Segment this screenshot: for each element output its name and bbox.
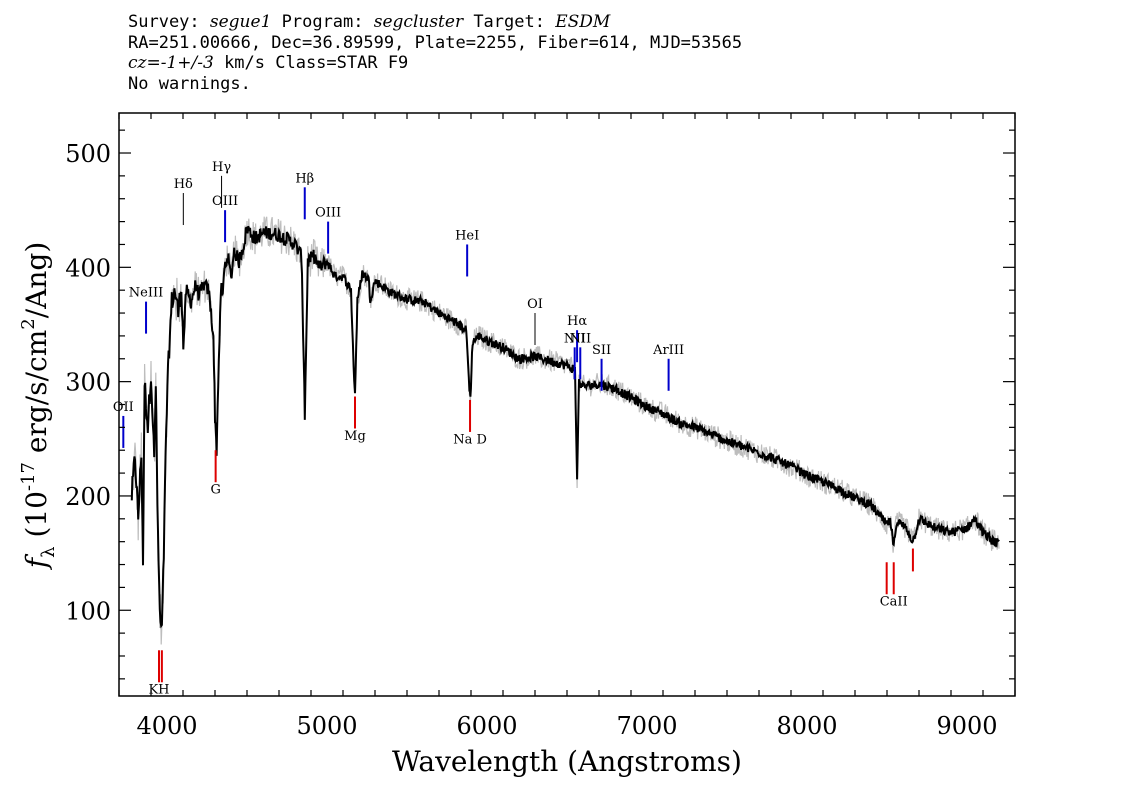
marker-label: Hδ <box>174 177 193 192</box>
target-label: Target: <box>463 12 556 32</box>
redshift-value: cz=-1+/-3 <box>128 53 214 73</box>
marker-label: OIII <box>212 194 238 209</box>
x-tick-label: 7000 <box>616 712 677 740</box>
line-marker: Hδ <box>174 177 193 226</box>
line-marker: OIII <box>315 206 341 254</box>
marker-label: Hβ <box>295 171 314 186</box>
axes-layer: 4000 5000 6000 7000 8000 9000 100 200 300 400 500 <box>65 113 1016 740</box>
marker-label: OIII <box>315 206 341 221</box>
class-value: km/s Class=STAR F9 <box>213 53 409 73</box>
line-marker: Mg <box>344 396 366 444</box>
header-line-4: No warnings. <box>128 73 251 94</box>
marker-label: G <box>210 483 220 498</box>
marker-label: OI <box>527 297 543 312</box>
marker-label: HeI <box>455 228 479 243</box>
marker-label: NII <box>569 331 591 346</box>
header-line-1: Survey: segue1 Program: segcluster Targe… <box>128 12 742 33</box>
header-line-3: cz=-1+/-3 km/s Class=STAR F9 <box>128 53 742 74</box>
line-marker: CaII <box>880 548 914 610</box>
y-tick-label: 400 <box>65 254 111 282</box>
y-tick-label: 200 <box>65 483 111 511</box>
x-tick-label: 8000 <box>776 712 837 740</box>
line-marker: NII <box>564 331 586 380</box>
survey-value: segue1 <box>209 12 272 32</box>
x-tick-label: 6000 <box>456 712 517 740</box>
y-tick-label: 100 <box>65 597 111 625</box>
x-tick-label: 5000 <box>296 712 357 740</box>
marker-label: Hγ <box>212 160 231 175</box>
line-marker: SII <box>592 343 611 391</box>
marker-label: NeIII <box>129 286 163 301</box>
line-marker: HeI <box>455 228 479 277</box>
marker-label: ArIII <box>652 343 684 358</box>
marker-label: SII <box>592 343 611 358</box>
y-tick-label: 300 <box>65 369 111 397</box>
header-line-2: RA=251.00666, Dec=36.89599, Plate=2255, … <box>128 32 743 53</box>
line-marker: NeIII <box>129 286 163 334</box>
line-marker: OI <box>527 297 543 346</box>
marker-label: OII <box>113 400 134 415</box>
error-trace <box>131 216 1000 645</box>
line-marker: ArIII <box>652 343 684 391</box>
marker-label: KH <box>148 683 169 698</box>
line-marker: Na D <box>453 399 487 447</box>
y-tick-label: 500 <box>65 140 111 168</box>
spectrum-header: Survey: segue1 Program: segcluster Targe… <box>128 12 742 94</box>
survey-label: Survey: <box>128 12 210 32</box>
target-value: ESDM <box>555 12 611 32</box>
marker-label: NII <box>564 331 586 346</box>
marker-label: Mg <box>344 429 366 444</box>
line-marker: Hγ <box>212 160 231 208</box>
y-axis-title: fλ (10-17 erg/s/cm2/Ang) <box>18 242 59 571</box>
line-marker: KH <box>148 650 170 698</box>
line-marker: NII <box>569 331 591 380</box>
flux-trace <box>130 225 1000 629</box>
line-marker: OII <box>113 400 134 448</box>
marker-label: Hα <box>567 314 587 329</box>
x-tick-label: 4000 <box>136 712 197 740</box>
plot-layer: KH G Mg Na D CaII OII NeIII Hδ Hγ OIII Hβ OIII HeI OI… <box>113 160 1000 698</box>
x-tick-label: 9000 <box>936 712 997 740</box>
program-value: segcluster <box>373 12 464 32</box>
line-marker: OIII <box>212 194 238 243</box>
marker-label: Na D <box>453 432 487 447</box>
line-marker: G <box>210 450 221 498</box>
program-label: Program: <box>271 12 374 32</box>
line-marker: Hβ <box>295 171 314 220</box>
marker-label: CaII <box>880 595 908 610</box>
line-marker: Hα <box>567 314 587 363</box>
x-axis-title: Wavelength (Angstroms) <box>392 745 742 778</box>
